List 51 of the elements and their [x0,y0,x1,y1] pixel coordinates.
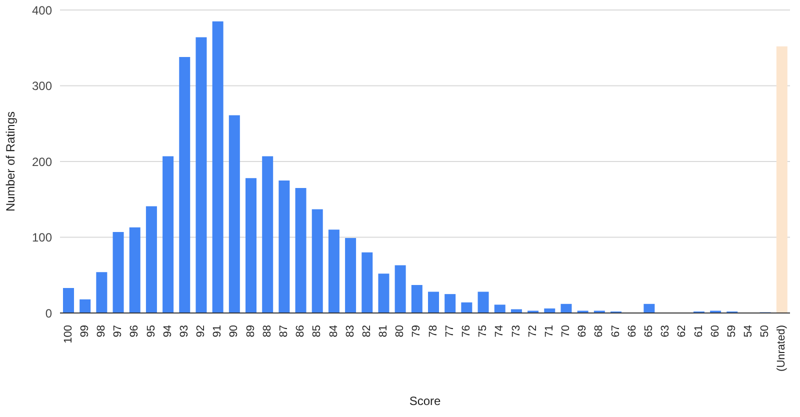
x-tick-label: 62 [676,325,688,338]
x-tick-label: 60 [709,325,722,338]
x-tick-label: 79 [410,325,423,338]
y-axis-title: Number of Ratings [3,111,18,212]
y-tick-label: 400 [32,3,52,18]
x-tick-label: 93 [178,325,190,338]
x-tick-label: 89 [244,325,257,338]
x-tick-label: 98 [95,325,108,338]
x-tick-label: 84 [328,325,340,338]
x-tick-label: 77 [444,325,456,338]
x-tick-label: 100 [62,325,74,344]
x-tick-label: 88 [261,325,274,338]
x-tick-label: 50 [759,325,772,338]
y-tick-label: 0 [45,306,52,320]
x-tick-label: 81 [378,325,390,338]
x-tick-label: 92 [195,325,208,338]
x-tick-label: 78 [427,325,440,338]
x-tick-label: 90 [228,325,240,338]
x-tick-label: 76 [460,325,472,338]
x-tick-label: 66 [626,325,638,338]
x-tick-label: 54 [742,325,755,338]
x-tick-label: 91 [212,325,224,338]
x-tick-label: (Unrated) [776,325,788,372]
x-tick-label: 82 [360,325,373,338]
x-tick-label: 96 [128,325,141,338]
x-tick-label: 70 [560,325,572,338]
x-axis-title: Score [409,394,441,408]
x-tick-label: 73 [510,325,522,338]
x-tick-label: 87 [278,325,290,338]
y-tick-label: 100 [32,230,52,245]
x-tick-label: 65 [642,325,655,338]
x-tick-label: 75 [477,325,490,338]
x-tick-label: 74 [494,325,506,338]
x-tick-label: 95 [145,325,158,338]
x-tick-label: 69 [576,325,589,338]
y-tick-label: 300 [32,79,52,94]
x-tick-label: 86 [294,325,307,338]
x-tick-label: 63 [660,325,672,338]
x-tick-label: 97 [112,325,124,338]
x-tick-label: 68 [593,325,606,338]
x-tick-label: 85 [311,325,324,338]
x-tick-label: 80 [394,325,406,338]
y-tick-label: 200 [32,154,52,169]
x-tick-label: 67 [610,325,622,338]
x-tick-label: 59 [726,325,738,338]
x-tick-label: 71 [543,325,556,338]
x-tick-label: 72 [526,325,539,338]
x-tick-label: 99 [78,325,91,338]
x-tick-label: 94 [162,325,174,338]
x-tick-label: 61 [692,325,705,338]
x-tick-label: 83 [344,325,356,338]
